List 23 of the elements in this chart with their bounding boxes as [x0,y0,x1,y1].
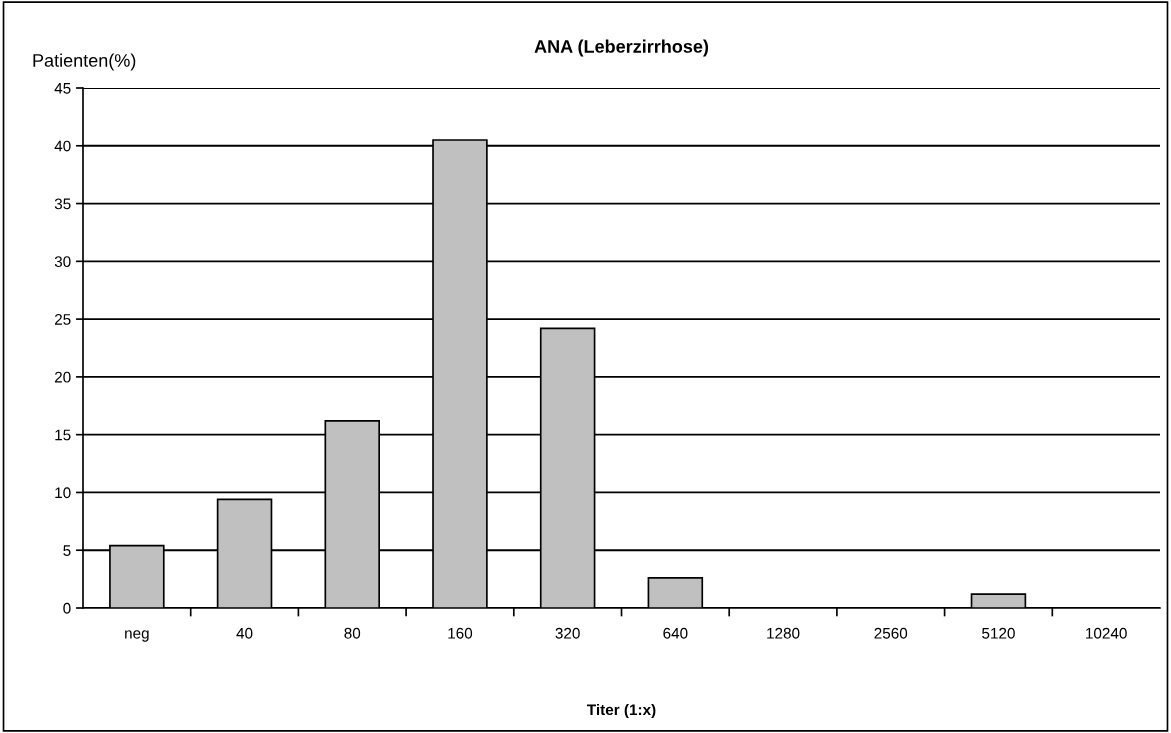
y-tick-label: 0 [63,602,71,614]
x-tick-label: 640 [663,627,688,639]
x-tick-label: 160 [448,627,473,639]
x-tick-label: neg [125,630,149,642]
x-tick-label: 10240 [1086,627,1127,639]
x-tick-label: 80 [344,627,361,639]
x-tick-label: 40 [236,627,253,639]
y-tick-label: 10 [55,487,71,499]
y-tick-label: 20 [54,371,71,383]
chart-title: ANA (Leberzirrhose) [534,39,709,57]
y-tick-label: 40 [54,140,71,152]
y-tick-label: 15 [55,429,71,441]
x-tick-label: 1280 [767,627,800,639]
y-tick-label: 45 [54,83,71,94]
y-axis-title: Patienten(%) [33,53,136,71]
y-tick-label: 25 [54,313,71,325]
y-tick-label: 30 [54,256,71,268]
x-tick-label: 5120 [982,627,1015,639]
x-tick-label: 2560 [874,627,908,639]
x-axis-title: Titer (1:x) [587,703,656,719]
x-tick-label: 320 [555,627,580,639]
y-tick-label: 5 [63,545,71,556]
y-tick-label: 35 [54,198,71,210]
